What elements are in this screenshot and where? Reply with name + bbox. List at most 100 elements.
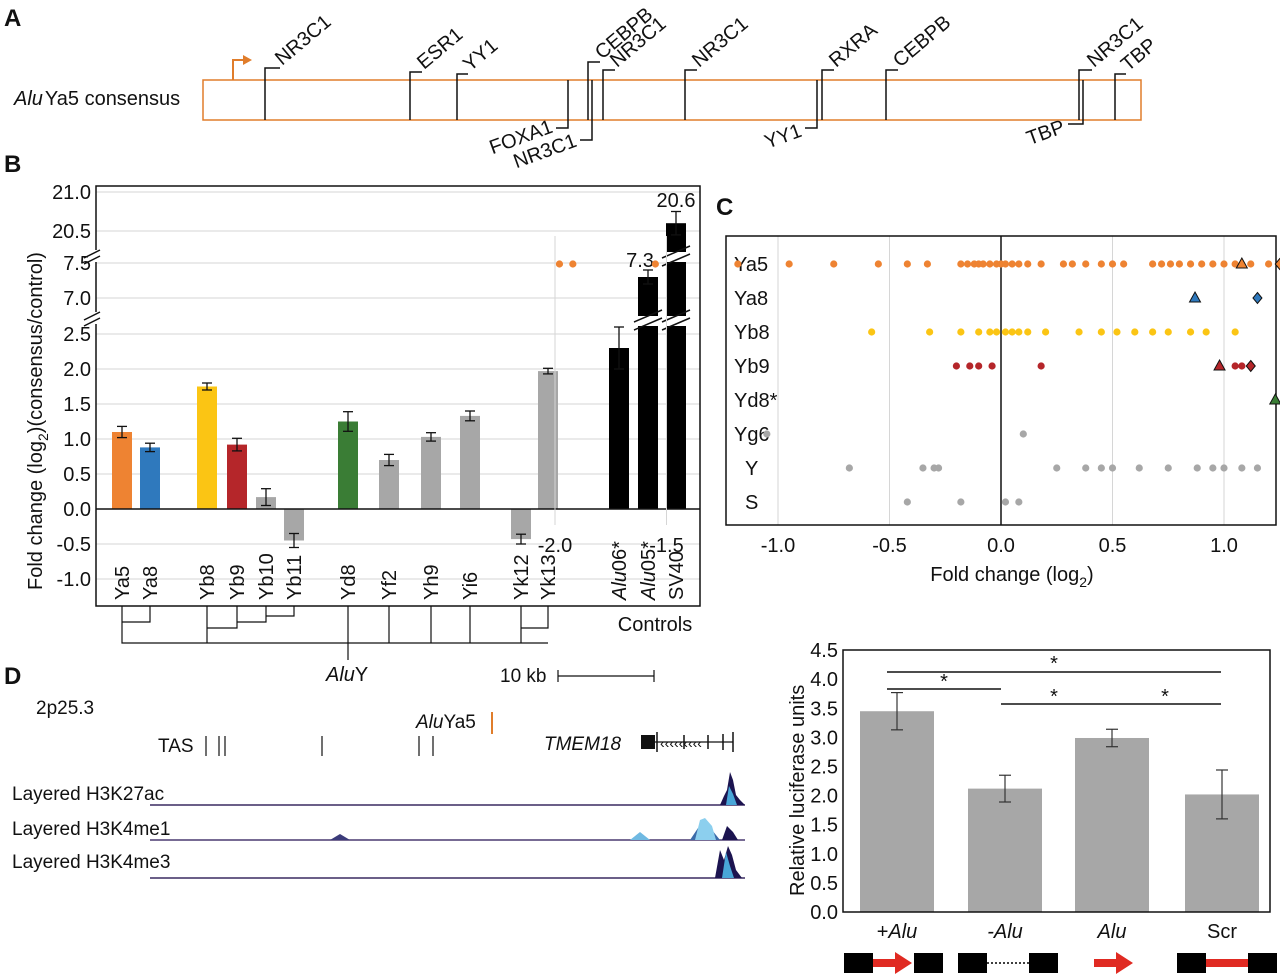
x-tick-label: -1.5 — [649, 535, 683, 557]
data-point — [919, 464, 927, 472]
bar-break-gap — [664, 316, 688, 326]
x-tick-label: Yk12 — [511, 554, 533, 600]
data-point — [957, 498, 965, 506]
data-point — [1113, 328, 1121, 336]
x-tick-label: Yf2 — [379, 570, 401, 600]
tfbs-label: TBP — [1024, 116, 1068, 150]
bar-yf2 — [379, 460, 399, 509]
panel-d: D 2p25.3 10 kb AluYa5 TMEM18 ‹‹‹‹‹‹‹‹‹ T… — [4, 663, 745, 879]
row-label: Ya8 — [734, 288, 768, 310]
bar-yh9 — [421, 436, 441, 509]
data-point — [1238, 362, 1246, 370]
axis-break-mark — [83, 311, 101, 321]
panel-b-dendrogram — [121, 606, 549, 660]
bar-ya8 — [140, 447, 160, 509]
construct-minus-alu-icon — [958, 953, 1058, 973]
y-tick-label: 0.5 — [63, 464, 91, 486]
bar-yd8 — [338, 421, 358, 509]
sig-star: * — [1050, 686, 1058, 708]
data-point — [1008, 328, 1016, 336]
data-point — [1198, 260, 1206, 268]
bar-break-gap — [636, 316, 660, 326]
panel-b-label: B — [4, 151, 21, 178]
y-tick-label: 1.0 — [810, 844, 838, 866]
data-point — [957, 328, 965, 336]
gene-utr-block — [641, 735, 655, 749]
panel-b-y-ticks: 21.0 20.5 7.5 7.0 2.5 2.0 1.5 1.0 0.5 0.0 -0.5 -1.0 — [52, 182, 91, 591]
data-point — [1149, 260, 1157, 268]
panel-c: C Ya5 Ya8 Yb8 Yb9 Yd8* Yg6 YS -2.0 -1.5 -1.0 -0.5… — [538, 194, 1280, 590]
data-point — [1082, 464, 1090, 472]
data-point — [1231, 260, 1239, 268]
tfbs-label: NR3C1 — [688, 13, 752, 72]
panel-c-label: C — [716, 194, 733, 221]
bar-yb8 — [197, 386, 217, 509]
bar-sv40 — [666, 223, 686, 509]
error-bar — [232, 437, 242, 452]
data-point — [1231, 362, 1239, 370]
data-point — [1193, 464, 1201, 472]
axis-break-gap — [88, 250, 104, 262]
x-tick-label: Yi6 — [460, 572, 482, 600]
x-tick-label: Yb9 — [227, 564, 249, 600]
bar-yk12 — [511, 509, 531, 540]
error-bar — [671, 210, 681, 236]
panel-c-gridlines — [554, 236, 1225, 525]
data-point — [966, 362, 974, 370]
panel-c-frame — [725, 235, 1277, 526]
y-tick-label: 0.0 — [63, 499, 91, 521]
panel-c-points — [555, 256, 1280, 506]
row-label: S — [745, 492, 758, 514]
tas-ticks — [205, 736, 434, 756]
x-tick-label-italic: Alu — [638, 571, 660, 601]
bar-ya5 — [112, 432, 132, 509]
error-bar — [384, 453, 394, 467]
x-label-alu: Alu — [1097, 921, 1127, 943]
y-tick-label: -0.5 — [57, 534, 91, 556]
tfbs-labels-bottom: FOXA1 NR3C1 YY1 TBP — [487, 116, 1068, 173]
data-point — [1209, 260, 1217, 268]
sig-star: * — [940, 671, 948, 693]
data-point — [1238, 464, 1246, 472]
panel-b-y-axis-label: Fold change (log2)(consensus/control) — [25, 252, 51, 590]
data-point — [1231, 328, 1239, 336]
y-tick-label: 1.5 — [810, 815, 838, 837]
error-bar — [465, 410, 475, 422]
consensus-triangle — [1235, 256, 1249, 269]
significance-brackets — [887, 671, 1221, 705]
data-point — [923, 260, 932, 268]
data-point — [1008, 260, 1016, 268]
data-point — [555, 260, 564, 268]
y-tick-label: 1.5 — [63, 394, 91, 416]
data-point — [986, 328, 994, 336]
x-tick-label: -1.0 — [761, 535, 795, 557]
alu-consensus-box — [202, 79, 1142, 121]
tas-label: TAS — [158, 736, 194, 757]
tfbs-label: RXRA — [825, 19, 882, 72]
panel-e-bars — [860, 691, 1259, 912]
consensus-diamond — [1245, 359, 1256, 373]
x-tick-label: Ya5 — [112, 566, 134, 600]
x-tick-label: Yk13 — [538, 554, 560, 600]
bar-value-label: 20.6 — [657, 190, 696, 212]
x-tick-label: 0.0 — [987, 535, 1015, 557]
data-point — [763, 430, 771, 438]
controls-label: Controls — [618, 614, 692, 636]
data-point — [785, 260, 793, 268]
data-point — [1209, 464, 1217, 472]
data-point — [1157, 260, 1166, 268]
bar-yb9 — [227, 444, 247, 509]
sig-star: * — [1161, 686, 1169, 708]
data-point — [975, 362, 983, 370]
error-bar — [891, 691, 903, 731]
data-point — [1001, 328, 1010, 336]
data-point — [952, 362, 961, 370]
row-label: Y — [745, 458, 758, 480]
error-bar — [516, 533, 526, 545]
error-bar — [426, 432, 436, 442]
construct-plus-alu-icon — [844, 952, 943, 974]
panel-b-axis-breaks — [83, 245, 691, 331]
panel-e-frame — [842, 649, 1271, 913]
tss-arrow-icon — [232, 59, 243, 80]
data-point — [1015, 328, 1023, 336]
